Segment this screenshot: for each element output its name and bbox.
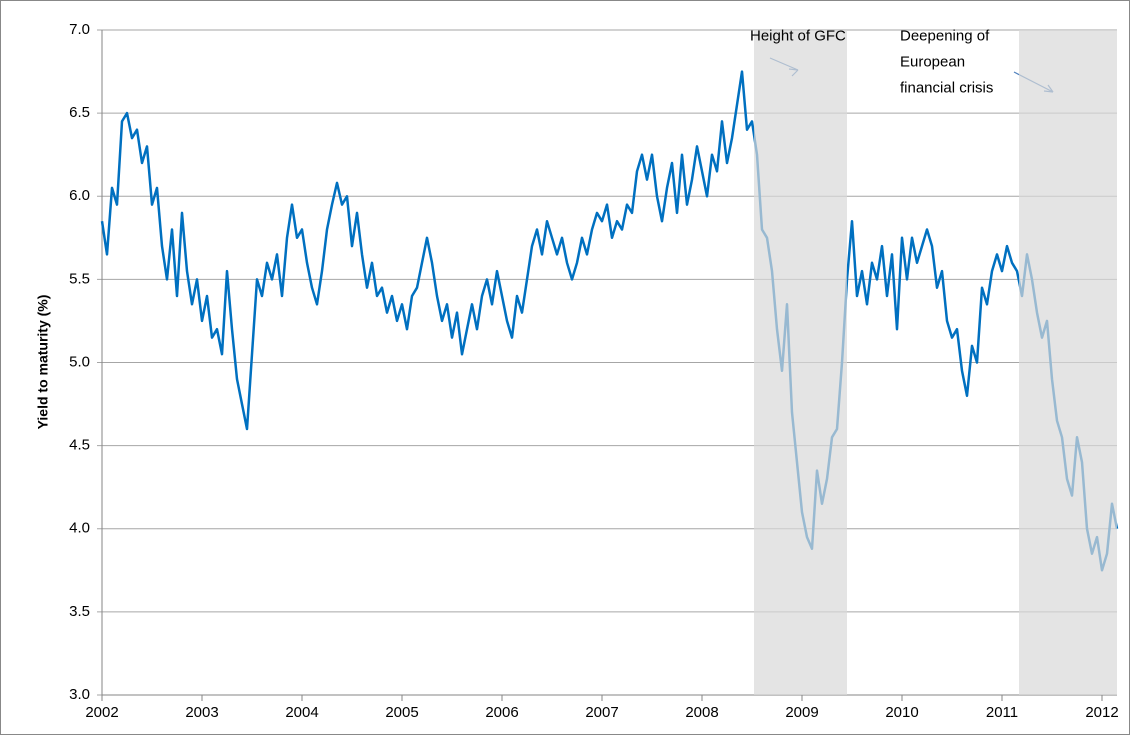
x-tick-label: 2003 <box>185 704 218 721</box>
x-tick-label: 2008 <box>685 704 718 721</box>
annotation: Height of GFC <box>750 28 846 45</box>
x-tick-label: 2009 <box>785 704 818 721</box>
x-tick-label: 2006 <box>485 704 518 721</box>
shaded-region <box>754 30 847 695</box>
x-tick-label: 2002 <box>85 704 118 721</box>
y-tick-label: 6.0 <box>69 187 90 204</box>
x-tick-label: 2007 <box>585 704 618 721</box>
y-axis-label: Yield to maturity (%) <box>35 295 51 430</box>
annotation: financial crisis <box>900 80 993 97</box>
annotation: European <box>900 54 965 71</box>
x-tick-label: 2010 <box>885 704 918 721</box>
series-line <box>100 70 1119 572</box>
x-tick-label: 2005 <box>385 704 418 721</box>
shaded-region <box>1019 30 1117 695</box>
y-tick-label: 5.0 <box>69 353 90 370</box>
y-tick-label: 7.0 <box>69 21 90 38</box>
y-tick-label: 6.5 <box>69 104 90 121</box>
x-tick-label: 2012 <box>1085 704 1118 721</box>
x-tick-label: 2004 <box>285 704 318 721</box>
y-tick-label: 3.5 <box>69 603 90 620</box>
y-tick-label: 4.5 <box>69 437 90 454</box>
x-tick-label: 2011 <box>986 704 1018 721</box>
y-tick-label: 3.0 <box>69 686 90 703</box>
y-tick-label: 4.0 <box>69 520 90 537</box>
y-tick-label: 5.5 <box>69 270 90 287</box>
annotation: Deepening of <box>900 28 990 45</box>
